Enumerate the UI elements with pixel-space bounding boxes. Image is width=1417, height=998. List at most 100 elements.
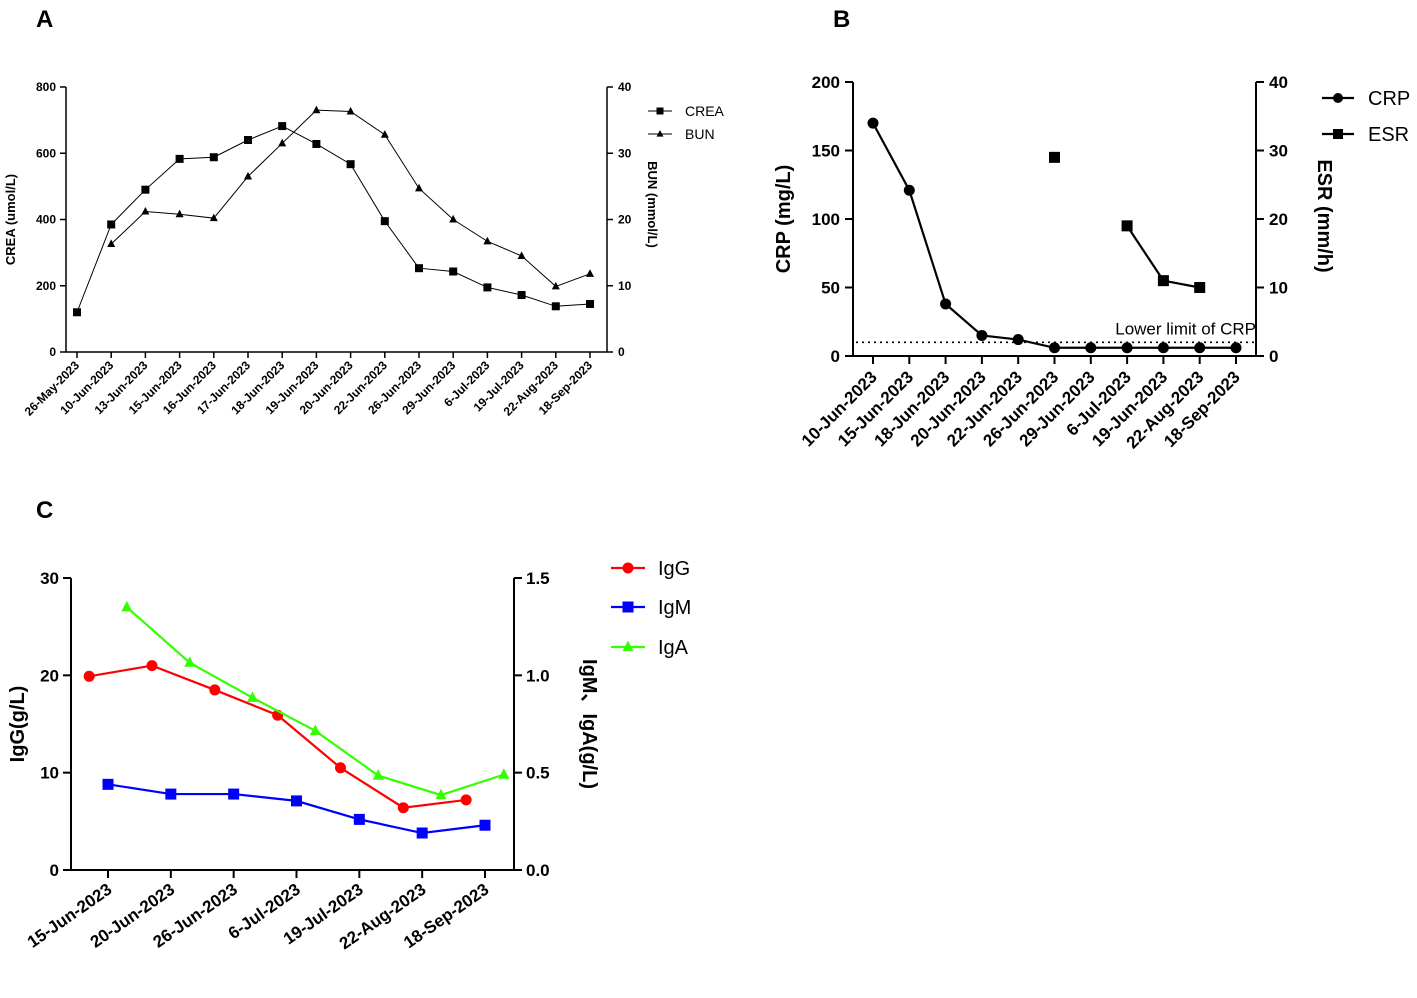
y-axis-title: CRP (mg/L)	[773, 165, 795, 274]
y2-tick-label: 20	[618, 213, 632, 227]
crp-point	[1085, 342, 1097, 354]
y-tick-label: 20	[40, 666, 59, 685]
bun-point	[551, 281, 560, 290]
igm-point	[353, 813, 365, 825]
y2-axis-title: ESR (mm/h)	[1313, 159, 1335, 272]
y-tick-label: 0	[50, 861, 59, 880]
y-tick-label: 400	[36, 213, 56, 227]
y-tick-label: 200	[36, 279, 56, 293]
bun-point	[517, 251, 526, 259]
esr-point	[1121, 220, 1133, 232]
bun-point	[380, 130, 389, 138]
crp-point	[903, 184, 915, 196]
crp-point	[1157, 342, 1169, 354]
y2-tick-label: 30	[618, 146, 632, 160]
legend-iga-label: IgA	[658, 637, 689, 659]
legend-bun-marker	[656, 129, 664, 137]
crea-point	[483, 283, 492, 292]
igg-point	[83, 670, 95, 682]
y-axis-title: CREA (umol/L)	[3, 174, 18, 265]
panel-letter-b: B	[833, 6, 850, 33]
y2-tick-label: 30	[1269, 142, 1288, 161]
bun-point	[483, 236, 492, 245]
igm-point	[291, 795, 302, 807]
reference-line-label: Lower limit of CRP	[1115, 319, 1256, 338]
iga-point	[184, 656, 196, 667]
legend-igg-marker	[622, 562, 634, 574]
crea-line	[76, 125, 591, 313]
legend-iga-marker	[622, 640, 634, 652]
y2-tick-label: 10	[618, 279, 632, 293]
legend-igg-label: IgG	[658, 558, 690, 580]
y-tick-label: 150	[812, 142, 840, 161]
esr-point	[1194, 282, 1206, 293]
y2-tick-label: 1.5	[526, 569, 550, 588]
legend-crea-marker	[656, 107, 664, 115]
bun-point	[312, 105, 321, 114]
iga-line	[126, 606, 505, 797]
crea-point	[175, 154, 184, 163]
iga-point	[372, 769, 384, 780]
bun-point	[586, 269, 594, 277]
igm-point	[416, 827, 428, 839]
igm-point	[479, 819, 491, 831]
legend-esr-marker	[1333, 129, 1343, 139]
y2-tick-label: 0.5	[526, 764, 550, 783]
y-tick-label: 800	[36, 80, 56, 94]
chart-panel-b: 05010015020001020304010-Jun-202315-Jun-2…	[773, 73, 1410, 452]
crea-point	[551, 302, 560, 311]
legend-crp-label: CRP	[1368, 88, 1410, 110]
crea-point	[449, 267, 458, 276]
y2-tick-label: 40	[618, 80, 632, 94]
chart-panel-a: 020040060080001020304026-May-202310-Jun-…	[3, 80, 725, 419]
iga-point	[247, 691, 259, 702]
crp-point	[1121, 342, 1133, 354]
panel-letter-c: C	[36, 497, 53, 524]
crea-point	[73, 308, 81, 317]
chart-panel-c: 01020300.00.51.01.515-Jun-202320-Jun-202…	[7, 558, 691, 953]
bun-point	[244, 171, 252, 180]
panel-letter-a: A	[36, 6, 53, 33]
crp-point	[1194, 342, 1206, 354]
crea-point	[415, 264, 423, 273]
igg-point	[209, 684, 221, 696]
bun-point	[107, 239, 116, 248]
y-tick-label: 10	[40, 764, 59, 783]
bun-point	[141, 206, 150, 215]
y-tick-label: 0	[831, 347, 840, 366]
y2-axis-title: BUN (mmol/L)	[645, 161, 660, 248]
y2-tick-label: 10	[1269, 279, 1288, 298]
igm-point	[102, 778, 114, 790]
legend-igm-label: IgM	[658, 597, 691, 619]
y2-tick-label: 0.0	[526, 861, 550, 880]
crea-point	[586, 299, 594, 308]
igm-point	[228, 788, 240, 800]
crea-point	[517, 291, 526, 300]
igg-point	[146, 660, 158, 672]
y-tick-label: 100	[812, 210, 840, 229]
y-tick-label: 200	[812, 73, 840, 92]
bun-point	[175, 209, 184, 218]
crea-point	[312, 139, 321, 148]
crp-point	[1049, 342, 1060, 354]
iga-point	[498, 768, 510, 779]
bun-line	[110, 109, 591, 287]
crp-point	[1012, 334, 1024, 346]
y-tick-label: 600	[36, 146, 56, 160]
bun-point	[415, 183, 423, 192]
legend-igm-marker	[622, 601, 634, 613]
igg-point	[397, 802, 409, 814]
iga-point	[309, 724, 321, 735]
legend-bun-label: BUN	[685, 126, 715, 142]
y2-tick-label: 0	[618, 345, 625, 359]
iga-point	[435, 788, 447, 800]
legend-crea-label: CREA	[685, 103, 725, 119]
igg-point	[460, 794, 472, 806]
bun-point	[209, 213, 218, 222]
y-tick-label: 0	[49, 345, 56, 359]
iga-point	[121, 600, 133, 612]
y2-axis-title: IgM、IgA(g/L)	[578, 659, 600, 789]
igg-point	[334, 762, 346, 774]
crea-point	[380, 217, 389, 226]
